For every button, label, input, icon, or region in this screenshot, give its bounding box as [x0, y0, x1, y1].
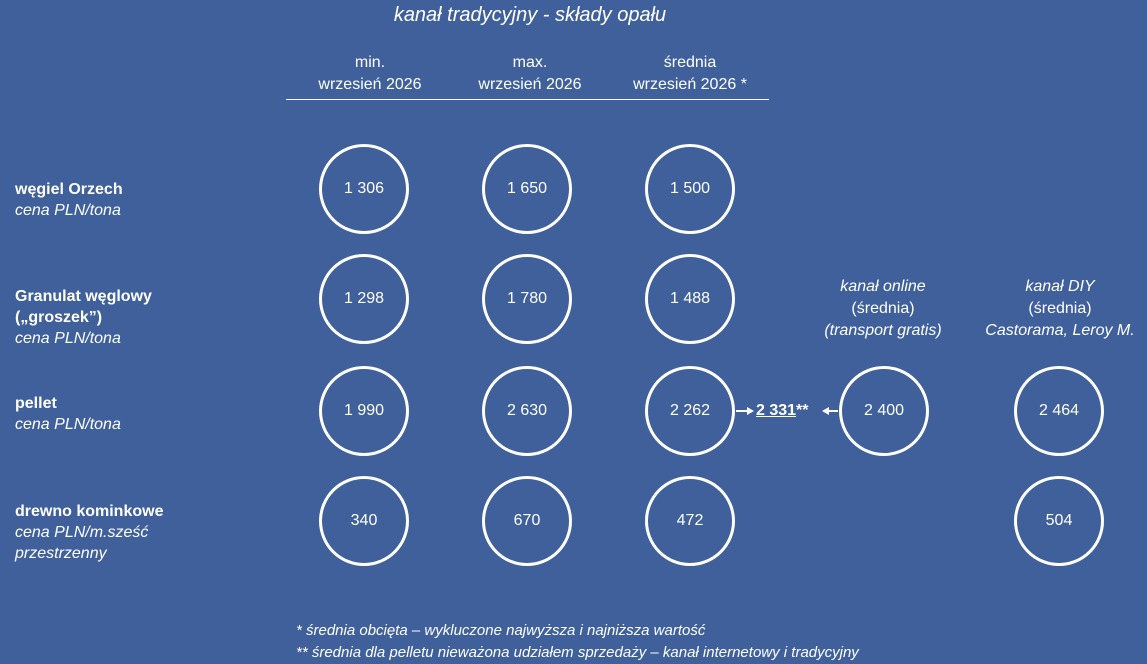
value-label: 2 464: [1038, 402, 1080, 419]
value-circle-granulate-max: 1 780: [482, 254, 572, 344]
pellet-unweighted-average: 2 331**: [756, 402, 809, 420]
value-circle-pellet-max: 2 630: [482, 366, 572, 456]
value-circle-pellet-min: 1 990: [319, 366, 409, 456]
diy-header-line3: Castorama, Leroy M.: [985, 322, 1135, 339]
online-header-line1: kanał online: [840, 278, 926, 295]
value-label: 504: [1045, 512, 1073, 529]
row-label-pellet: pellet cena PLN/tona: [15, 393, 275, 435]
row-unit: cena PLN/tona: [15, 330, 121, 347]
value-circle-coal-max: 1 650: [482, 144, 572, 234]
value-circle-granulate-avg: 1 488: [645, 254, 735, 344]
row-unit-line2: przestrzenny: [15, 545, 107, 562]
value-circle-pellet-avg: 2 262: [645, 366, 735, 456]
row-unit: cena PLN/tona: [15, 416, 121, 433]
header-divider: [286, 99, 769, 100]
row-label-coal: węgiel Orzech cena PLN/tona: [15, 179, 275, 221]
value-label: 1 298: [343, 290, 385, 307]
arrow-left-icon: [736, 407, 754, 415]
pellet-unweighted-average-marker: **: [796, 402, 809, 419]
column-header-min: min. wrzesień 2026: [290, 52, 450, 96]
value-circle-pellet-online: 2 400: [839, 366, 929, 456]
value-label: 340: [350, 512, 378, 529]
value-label: 1 500: [669, 180, 711, 197]
value-label: 2 262: [669, 402, 711, 419]
row-label-granulate: Granulat węglowy („groszek”) cena PLN/to…: [15, 286, 275, 349]
footnote-2: ** średnia dla pelletu nieważona udziałe…: [296, 644, 859, 661]
row-name: Granulat węglowy: [15, 288, 152, 305]
online-header-line3: (transport gratis): [824, 322, 942, 339]
row-name: pellet: [15, 395, 57, 412]
value-label: 472: [676, 512, 704, 529]
column-header-avg-line1: średnia: [663, 54, 717, 71]
value-circle-coal-avg: 1 500: [645, 144, 735, 234]
column-header-avg-line2: wrzesień 2026 *: [633, 76, 747, 93]
row-name: węgiel Orzech: [15, 181, 123, 198]
diy-header-line2: (średnia): [1028, 300, 1092, 317]
row-unit: cena PLN/m.sześć: [15, 524, 149, 541]
row-name: drewno kominkowe: [15, 503, 164, 520]
column-header-max-line1: max.: [512, 54, 548, 71]
value-label: 2 400: [863, 402, 905, 419]
value-circle-pellet-diy: 2 464: [1014, 366, 1104, 456]
arrow-right-icon: [822, 407, 838, 415]
online-channel-header: kanał online (średnia) (transport gratis…: [783, 276, 983, 342]
value-circle-coal-min: 1 306: [319, 144, 409, 234]
value-circle-granulate-min: 1 298: [319, 254, 409, 344]
pellet-unweighted-average-value: 2 331: [756, 402, 797, 419]
row-label-firewood: drewno kominkowe cena PLN/m.sześć przest…: [15, 501, 275, 564]
column-header-max: max. wrzesień 2026: [450, 52, 610, 96]
value-label: 1 780: [506, 290, 548, 307]
online-header-line2: (średnia): [851, 300, 915, 317]
column-header-max-line2: wrzesień 2026: [478, 76, 582, 93]
value-label: 1 650: [506, 180, 548, 197]
value-label: 1 306: [343, 180, 385, 197]
diy-channel-header: kanał DIY (średnia) Castorama, Leroy M.: [960, 276, 1147, 342]
page-title: kanał tradycyjny - składy opału: [393, 4, 667, 26]
diy-header-line1: kanał DIY: [1025, 278, 1095, 295]
column-header-avg: średnia wrzesień 2026 *: [610, 52, 770, 96]
value-circle-firewood-max: 670: [482, 476, 572, 566]
row-unit: cena PLN/tona: [15, 202, 121, 219]
value-label: 1 488: [669, 290, 711, 307]
value-label: 670: [513, 512, 541, 529]
value-circle-firewood-diy: 504: [1014, 476, 1104, 566]
value-label: 2 630: [506, 402, 548, 419]
column-header-min-line2: wrzesień 2026: [318, 76, 422, 93]
row-name-line2: („groszek”): [15, 309, 103, 326]
footnote-1: * średnia obcięta – wykluczone najwyższa…: [296, 622, 706, 639]
value-circle-firewood-min: 340: [319, 476, 409, 566]
value-circle-firewood-avg: 472: [645, 476, 735, 566]
column-header-min-line1: min.: [354, 54, 386, 71]
footnotes: * średnia obcięta – wykluczone najwyższa…: [296, 620, 859, 664]
value-label: 1 990: [343, 402, 385, 419]
